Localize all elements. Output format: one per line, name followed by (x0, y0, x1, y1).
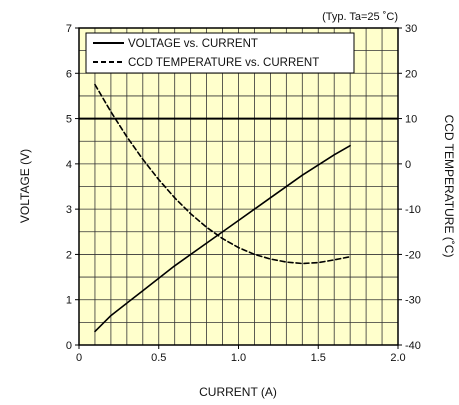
y-left-tick-label: 3 (66, 204, 72, 216)
y-left-tick-label: 1 (66, 295, 72, 307)
legend-label-voltage: VOLTAGE vs. CURRENT (128, 38, 258, 50)
y-right-tick-label: 30 (405, 23, 417, 35)
x-axis-title: CURRENT (A) (199, 385, 277, 399)
series-layer (94, 83, 351, 333)
y-axis-title-left: VOLTAGE (V) (18, 149, 32, 223)
x-tick-label: 1.0 (231, 352, 246, 364)
y-left-tick-label: 7 (66, 23, 72, 35)
legend-label-temperature: CCD TEMPERATURE vs. CURRENT (128, 57, 319, 69)
series-temperature-line (94, 83, 351, 265)
x-tick-label: 1.5 (311, 352, 326, 364)
x-tick-label: 0 (76, 352, 82, 364)
chart-note: (Typ. Ta=25 ˚C) (322, 11, 398, 23)
y-right-tick-label: -40 (405, 340, 421, 352)
y-left-tick-label: 2 (66, 249, 72, 261)
y-right-tick-label: -30 (405, 295, 421, 307)
y-axis-title-right: CCD TEMPERATURE (˚C) (442, 115, 456, 258)
y-right-tick-label: 10 (405, 114, 417, 126)
y-right-tick-label: -20 (405, 249, 421, 261)
y-right-tick-label: 0 (405, 159, 411, 171)
x-tick-label: 2.0 (390, 352, 405, 364)
y-left-tick-label: 4 (66, 159, 72, 171)
series-voltage-line (94, 144, 351, 333)
y-left-tick-label: 6 (66, 68, 72, 80)
y-left-tick-label: 5 (66, 114, 72, 126)
y-right-tick-label: -10 (405, 204, 421, 216)
ticks: 0 0.5 1.0 1.5 2.0 0 1 2 3 4 5 6 7 -40 -30 -20 -10 0 10 20 30 (66, 23, 421, 364)
legend-box (85, 32, 355, 74)
grid (79, 28, 398, 345)
x-tick-label: 0.5 (151, 352, 166, 364)
y-right-tick-label: 20 (405, 68, 417, 80)
y-left-tick-label: 0 (66, 340, 72, 352)
legend: VOLTAGE vs. CURRENT CCD TEMPERATURE vs. … (85, 32, 355, 74)
